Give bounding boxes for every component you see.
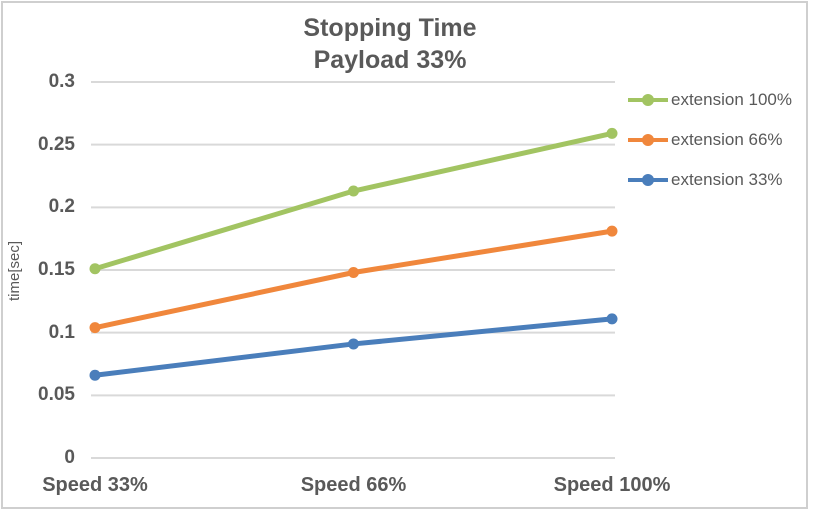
data-point-extension-66-speed-100	[606, 225, 618, 237]
legend-item-extension-33: extension 33%	[628, 169, 783, 191]
y-tick-label: 0.1	[48, 321, 75, 343]
y-tick-label: 0.25	[38, 133, 75, 155]
data-point-extension-33-speed-66	[348, 338, 359, 350]
data-point-extension-33-speed-100	[606, 313, 618, 325]
legend-dot	[642, 134, 654, 146]
legend-marker-icon	[628, 169, 668, 191]
legend-label: extension 66%	[671, 130, 783, 149]
legend-item-extension-66: extension 66%	[628, 129, 783, 151]
data-point-extension-100-speed-66	[348, 185, 359, 197]
data-point-extension-100-speed-100	[606, 127, 618, 139]
legend-marker-icon	[628, 129, 668, 151]
legend-dot	[642, 94, 654, 106]
chart-title-line2: Payload 33%	[313, 46, 467, 74]
legend-item-extension-100: extension 100%	[628, 89, 792, 111]
chart-title-line1: Stopping Time	[303, 14, 477, 42]
y-tick-label: 0.15	[38, 259, 75, 280]
y-tick-label: 0	[64, 447, 75, 468]
y-tick-label: 0.3	[48, 71, 75, 92]
y-tick-label: 0.2	[48, 196, 75, 218]
y-tick-label: 0.05	[38, 384, 75, 406]
chart-title: Stopping Time Payload 33%	[0, 12, 780, 76]
series-line-extension-100	[92, 130, 615, 272]
x-axis-label-speed-66: Speed 66%	[300, 474, 407, 496]
legend-dot	[642, 174, 654, 186]
x-axis-label-speed-33: Speed 33%	[42, 474, 148, 496]
legend-label: extension 33%	[671, 170, 783, 189]
data-point-extension-66-speed-66	[348, 267, 359, 279]
data-point-extension-33-speed-33	[89, 369, 101, 381]
legend-marker-icon	[628, 89, 668, 111]
data-point-extension-66-speed-33	[89, 322, 101, 334]
legend-label: extension 100%	[671, 90, 792, 109]
data-point-extension-100-speed-33	[89, 263, 101, 275]
x-axis-label-speed-100: Speed 100%	[553, 474, 671, 496]
